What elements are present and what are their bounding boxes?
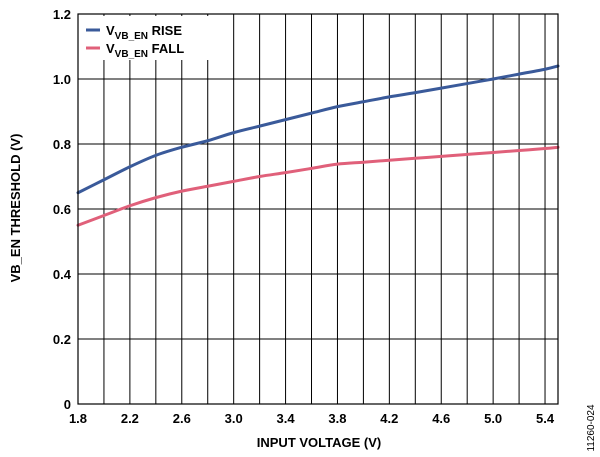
x-tick-label: 3.0 xyxy=(225,411,243,426)
x-tick-label: 3.4 xyxy=(277,411,296,426)
x-axis-title: INPUT VOLTAGE (V) xyxy=(257,435,381,450)
y-tick-label: 1.0 xyxy=(53,72,71,87)
legend-background xyxy=(80,16,216,60)
plot-frame xyxy=(77,13,559,405)
x-tick-label: 4.2 xyxy=(380,411,398,426)
series-line-rise xyxy=(76,64,560,195)
x-tick-label: 5.4 xyxy=(536,411,555,426)
y-tick-label: 0.2 xyxy=(53,332,71,347)
x-tick-label: 1.8 xyxy=(69,411,87,426)
legend-label: VVB_EN FALL xyxy=(106,41,184,60)
x-tick-label: 4.6 xyxy=(432,411,450,426)
x-tick-label: 2.2 xyxy=(121,411,139,426)
x-tick-label: 2.6 xyxy=(173,411,191,426)
legend-label: VVB_EN RISE xyxy=(106,23,182,42)
x-tick-label: 3.8 xyxy=(328,411,346,426)
y-tick-label: 1.2 xyxy=(53,7,71,22)
grid xyxy=(78,14,558,404)
y-tick-labels: 0 0.2 0.4 0.6 0.8 1.0 1.2 xyxy=(53,7,72,412)
y-tick-label: 0.4 xyxy=(53,267,72,282)
series-layer xyxy=(76,64,560,227)
y-tick-label: 0 xyxy=(64,397,71,412)
y-axis-title: VB_EN THRESHOLD (V) xyxy=(8,134,23,283)
x-tick-labels: 1.8 2.2 2.6 3.0 3.4 3.8 4.2 4.6 5.0 5.4 xyxy=(69,411,555,426)
x-tick-label: 5.0 xyxy=(484,411,502,426)
y-tick-label: 0.8 xyxy=(53,137,71,152)
series-line-fall xyxy=(76,145,560,227)
figure-id: 11260-024 xyxy=(586,404,597,452)
y-tick-label: 0.6 xyxy=(53,202,71,217)
